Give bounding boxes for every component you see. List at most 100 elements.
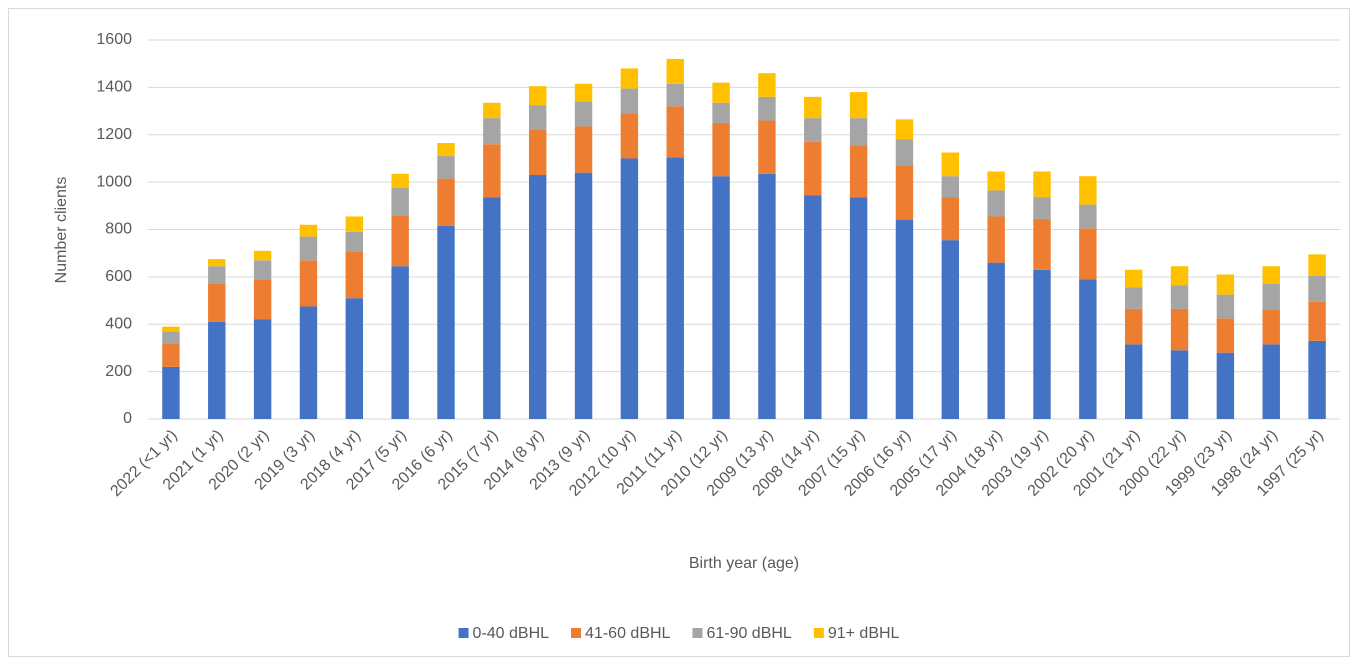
bar-segment bbox=[849, 197, 868, 419]
bar-segment bbox=[1216, 294, 1235, 319]
bar-segment bbox=[1308, 340, 1326, 419]
bar-segment bbox=[712, 82, 730, 103]
bar-segment bbox=[987, 190, 1005, 217]
bar-segment bbox=[437, 143, 455, 157]
bar-segment bbox=[1216, 318, 1235, 353]
bar-segment bbox=[895, 220, 914, 419]
bar-segment bbox=[1124, 344, 1143, 419]
bar-segment bbox=[574, 101, 593, 127]
legend-label: 61-90 dBHL bbox=[706, 625, 791, 642]
bar-segment bbox=[208, 259, 226, 267]
y-tick-label: 600 bbox=[105, 268, 132, 285]
bar-segment bbox=[666, 83, 684, 107]
bar-segment bbox=[1079, 279, 1097, 419]
bar-segment bbox=[1170, 266, 1189, 286]
bar-segment bbox=[437, 178, 455, 226]
bar-segment bbox=[1079, 204, 1097, 229]
bar-segment bbox=[620, 88, 639, 114]
bar-segment bbox=[528, 175, 547, 419]
bar-segment bbox=[345, 298, 364, 419]
bar-segment bbox=[712, 102, 730, 123]
bar-segment bbox=[1124, 269, 1143, 288]
bar-segment bbox=[620, 158, 639, 419]
bar-segment bbox=[574, 126, 593, 173]
bar-segment bbox=[299, 224, 318, 237]
bar-segment bbox=[574, 83, 593, 102]
bar-segment bbox=[849, 118, 868, 146]
bar-segment bbox=[987, 262, 1005, 419]
bar-segment bbox=[1079, 176, 1097, 205]
bar-segment bbox=[299, 306, 318, 419]
bar-segment bbox=[1124, 308, 1143, 345]
bar-segment bbox=[1033, 269, 1051, 419]
bar-segment bbox=[849, 92, 868, 119]
bar-segment bbox=[253, 279, 272, 320]
y-tick-label: 400 bbox=[105, 315, 132, 332]
bar-segment bbox=[941, 197, 960, 241]
bar-segment bbox=[758, 73, 776, 97]
bar-segment bbox=[620, 113, 639, 159]
bar-segment bbox=[1170, 308, 1189, 351]
bar-segment bbox=[895, 119, 914, 140]
legend-label: 0-40 dBHL bbox=[473, 625, 550, 642]
bar-segment bbox=[1262, 266, 1280, 284]
bar-segment bbox=[253, 260, 272, 280]
bar-segment bbox=[162, 343, 180, 367]
bar-segment bbox=[483, 197, 501, 419]
bar-segment bbox=[391, 173, 409, 189]
bar-segment bbox=[391, 215, 409, 267]
x-axis-title: Birth year (age) bbox=[689, 555, 799, 572]
bar-segment bbox=[528, 86, 547, 106]
bar-segment bbox=[1079, 228, 1097, 280]
bar-segment bbox=[666, 58, 684, 84]
bar-segment bbox=[162, 366, 180, 419]
bar-segment bbox=[162, 331, 180, 344]
bar-segment bbox=[1262, 283, 1280, 311]
bar-segment bbox=[1170, 285, 1189, 309]
bar-segment bbox=[391, 188, 409, 216]
bar-segment bbox=[1262, 344, 1280, 419]
bar-segment bbox=[345, 252, 364, 299]
bar-segment bbox=[804, 96, 822, 119]
bar-segment bbox=[1216, 352, 1235, 419]
y-tick-label: 200 bbox=[105, 363, 132, 380]
y-tick-label: 800 bbox=[105, 221, 132, 238]
bar-segment bbox=[299, 260, 318, 307]
bar-segment bbox=[712, 176, 730, 419]
bar-segment bbox=[941, 240, 960, 419]
bar-segment bbox=[758, 173, 776, 419]
bar-segment bbox=[483, 102, 501, 119]
bar-segment bbox=[483, 144, 501, 198]
bar-segment bbox=[941, 152, 960, 177]
bar-segment bbox=[345, 216, 364, 232]
bar-segment bbox=[208, 321, 226, 419]
bar-segment bbox=[666, 106, 684, 158]
bar-segment bbox=[483, 118, 501, 145]
bar-segment bbox=[1170, 350, 1189, 419]
bar-segment bbox=[253, 250, 272, 261]
bar-segment bbox=[345, 231, 364, 253]
bar-segment bbox=[895, 165, 914, 221]
bar-segment bbox=[987, 171, 1005, 191]
bar-segment bbox=[987, 216, 1005, 263]
bar-segment bbox=[1216, 274, 1235, 295]
bar-segment bbox=[1033, 171, 1051, 198]
legend-label: 41-60 dBHL bbox=[585, 625, 670, 642]
legend-swatch bbox=[571, 628, 582, 638]
y-tick-label: 1200 bbox=[96, 126, 132, 143]
legend-swatch bbox=[458, 628, 469, 638]
bar-segment bbox=[208, 283, 226, 322]
legend-swatch bbox=[813, 628, 824, 638]
y-tick-label: 1400 bbox=[96, 79, 132, 96]
bar-segment bbox=[437, 225, 455, 419]
bar-segment bbox=[1033, 218, 1051, 270]
bar-segment bbox=[437, 156, 455, 179]
y-tick-label: 0 bbox=[123, 410, 132, 427]
bar-segment bbox=[1308, 254, 1326, 276]
bar-segment bbox=[1033, 197, 1051, 219]
bar-segment bbox=[253, 319, 272, 419]
bar-segment bbox=[804, 118, 822, 142]
bar-segment bbox=[1308, 301, 1326, 341]
bar-segment bbox=[895, 139, 914, 166]
